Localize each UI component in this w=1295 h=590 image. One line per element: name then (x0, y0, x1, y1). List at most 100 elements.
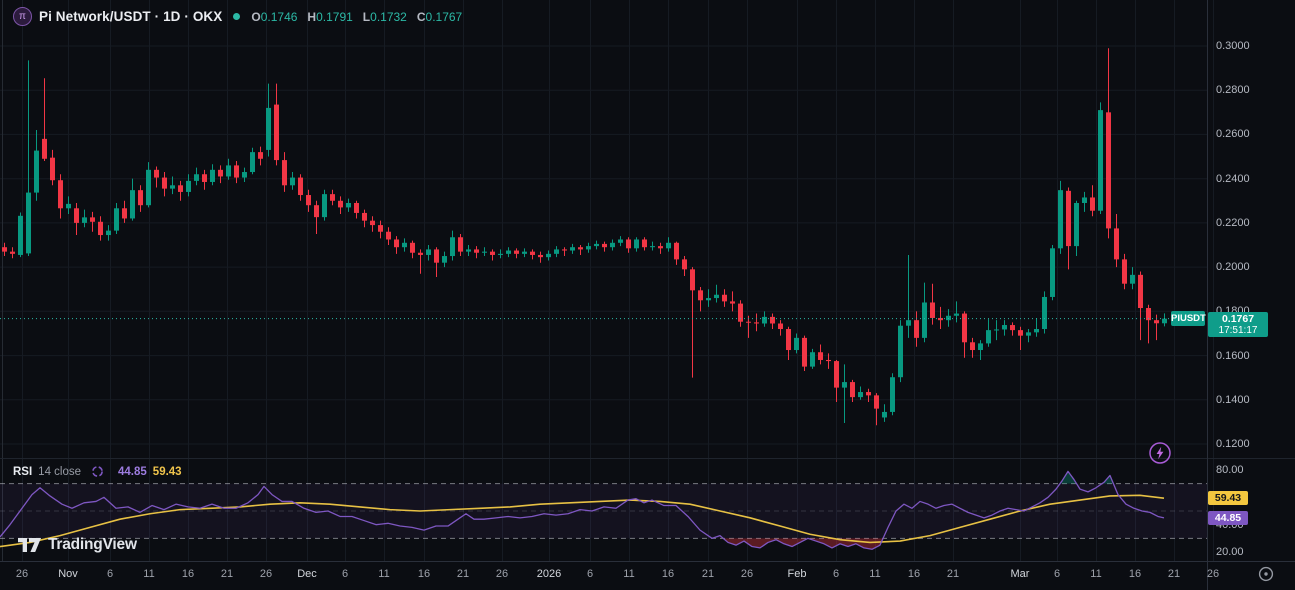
ohlc-h: H0.1791 (307, 9, 353, 24)
candle-body (562, 249, 567, 251)
candle-body (98, 221, 103, 236)
candle-body (322, 194, 327, 218)
price-axis-label: 0.1400 (1216, 393, 1250, 406)
candle-body (74, 208, 79, 223)
candle-body (458, 237, 463, 252)
candle-body (378, 225, 383, 232)
candle-body (194, 174, 199, 181)
time-axis-label-day: 21 (1167, 568, 1181, 580)
indicator-loading-icon (92, 466, 103, 477)
candle-body (498, 253, 503, 255)
candle-body (578, 247, 583, 250)
candle-body (34, 150, 39, 193)
tradingview-logo-text: TradingView (48, 536, 137, 553)
candle-body (962, 313, 967, 343)
candle-body (482, 251, 487, 253)
candle-body (818, 352, 823, 360)
last-price-value: 0.1767 (1221, 313, 1255, 325)
rsi-ma-line (0, 494, 1165, 548)
candle-body (18, 215, 23, 255)
candle-body (1074, 202, 1079, 247)
candle-body (1154, 320, 1159, 324)
candle-body (1026, 332, 1031, 336)
ohlc-values: O0.1746 H0.1791 L0.1732 C0.1767 (251, 10, 464, 24)
candle-body (674, 242, 679, 260)
candle-body (514, 250, 519, 254)
candle-body (842, 382, 847, 388)
candle-body (554, 249, 559, 254)
time-axis-label-day: 6 (106, 568, 114, 580)
rsi-oversold-fill (723, 538, 808, 548)
candle-body (906, 320, 911, 326)
price-axis-label: 0.2400 (1216, 172, 1250, 185)
candle-body (370, 220, 375, 226)
candle-body (898, 325, 903, 378)
candle-body (282, 160, 287, 186)
candle-body (626, 239, 631, 249)
lightning-bolt-icon[interactable] (1147, 440, 1173, 466)
candle-body (266, 107, 271, 150)
candle-body (202, 174, 207, 182)
time-axis-label-month: Mar (1010, 568, 1030, 580)
time-axis-label-day: 16 (661, 568, 675, 580)
candle-body (754, 322, 759, 324)
candle-body (986, 330, 991, 344)
last-price-label: 0.1767 17:51:17 (1208, 312, 1268, 337)
candle-body (1018, 330, 1023, 336)
candle-body (354, 202, 359, 213)
bar-countdown: 17:51:17 (1218, 325, 1258, 336)
candle-body (42, 138, 47, 159)
candle-body (1122, 259, 1127, 284)
ohlc-o: O0.1746 (251, 9, 298, 24)
time-axis-label-month: 2026 (536, 568, 562, 580)
candle-body (522, 251, 527, 254)
symbol-title[interactable]: Pi Network/USDT · 1D · OKX (39, 9, 223, 24)
candle-body (1002, 325, 1007, 330)
candle-body (1146, 308, 1151, 321)
candle-body (1034, 329, 1039, 333)
candle-body (90, 217, 95, 222)
rsi-indicator-legend[interactable]: RSI 14 close 44.85 59.43 (13, 465, 182, 478)
candle-body (394, 239, 399, 248)
symbol-price-badge: PIUSDT (1171, 311, 1206, 326)
candle-body (682, 259, 687, 270)
tradingview-logo-icon (18, 538, 41, 552)
candle-body (386, 231, 391, 240)
time-axis-label-day: 11 (143, 568, 155, 580)
time-axis-label-day: 26 (740, 568, 754, 580)
symbol-legend[interactable]: π Pi Network/USDT · 1D · OKX O0.1746 H0.1… (13, 7, 464, 26)
candle-body (114, 208, 119, 231)
candle-body (1010, 325, 1015, 331)
rsi-params: 14 close (38, 465, 82, 478)
candle-body (410, 242, 415, 253)
axis-settings-icon[interactable] (1256, 564, 1276, 584)
candle-body (210, 169, 215, 182)
price-axis-label: 0.2000 (1216, 261, 1250, 274)
candle-body (634, 239, 639, 249)
candle-body (882, 411, 887, 418)
candle-body (586, 246, 591, 250)
time-axis-label-day: 26 (15, 568, 29, 580)
candle-body (242, 172, 247, 178)
candle-body (826, 359, 831, 362)
candle-body (106, 230, 111, 236)
candle-body (130, 190, 135, 219)
candle-body (642, 239, 647, 248)
candle-body (762, 316, 767, 324)
candle-body (1066, 190, 1071, 247)
candle-body (66, 203, 71, 209)
candle-body (2, 247, 7, 252)
time-axis-label-day: 11 (869, 568, 881, 580)
candle-body (290, 177, 295, 186)
candle-body (810, 352, 815, 367)
tradingview-logo[interactable]: TradingView (18, 536, 137, 554)
candle-body (402, 242, 407, 248)
rsi-oversold-fill (808, 538, 884, 550)
time-axis-label-day: 16 (417, 568, 431, 580)
candle-body (274, 104, 279, 161)
rsi-title[interactable]: RSI (13, 465, 33, 478)
candle-body (338, 200, 343, 208)
time-axis-label-month: Dec (297, 568, 317, 580)
